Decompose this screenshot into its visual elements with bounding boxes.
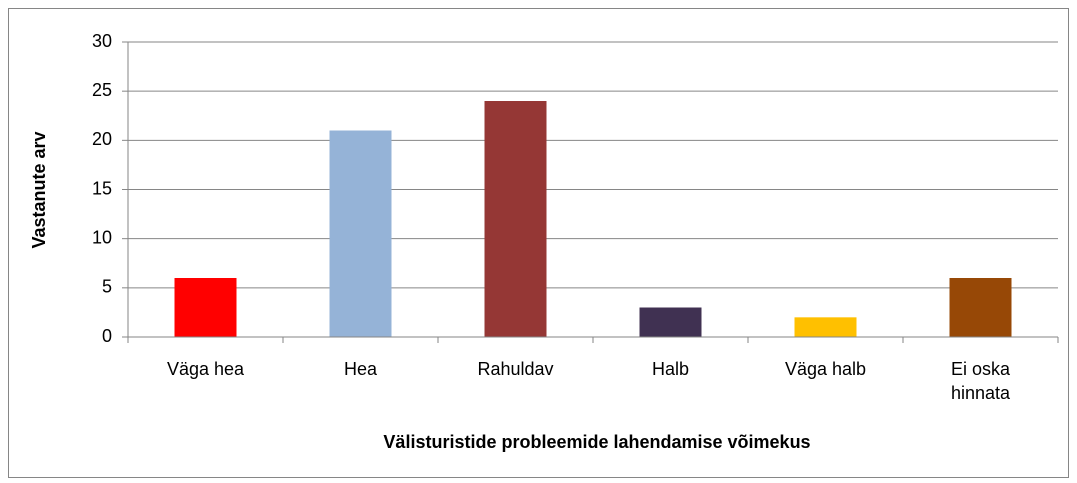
- bar: [639, 307, 702, 337]
- x-tick-label: Ei oska hinnata: [950, 359, 1011, 403]
- x-tick-label-box: Väga halb: [784, 359, 867, 379]
- x-tick-label: Hea: [343, 359, 378, 379]
- y-tick-label: 30: [92, 31, 112, 51]
- y-tick-label: 5: [102, 277, 112, 297]
- x-axis-title: Välisturistide probleemide lahendamise v…: [383, 432, 810, 452]
- x-tick-label-box: Hea: [343, 359, 378, 379]
- x-tick-label-box: Ei oska hinnata: [950, 359, 1011, 403]
- x-tick-label: Halb: [651, 359, 690, 379]
- bar: [949, 278, 1012, 337]
- y-tick-label: 15: [92, 178, 112, 198]
- x-tick-label: Rahuldav: [477, 359, 554, 379]
- bar: [794, 317, 857, 337]
- y-tick-label: 0: [102, 326, 112, 346]
- x-tick-label: Väga halb: [784, 359, 867, 379]
- x-tick-label: Väga hea: [166, 359, 245, 379]
- bar: [329, 130, 392, 337]
- x-tick-label-box: Halb: [651, 359, 690, 379]
- y-tick-label: 25: [92, 80, 112, 100]
- bar: [484, 101, 547, 337]
- bar: [174, 278, 237, 337]
- x-tick-label-box: Rahuldav: [477, 359, 554, 379]
- y-tick-label: 20: [92, 129, 112, 149]
- y-axis-title: Vastanute arv: [29, 131, 49, 248]
- y-tick-label: 10: [92, 227, 112, 247]
- x-tick-label-box: Väga hea: [166, 359, 245, 379]
